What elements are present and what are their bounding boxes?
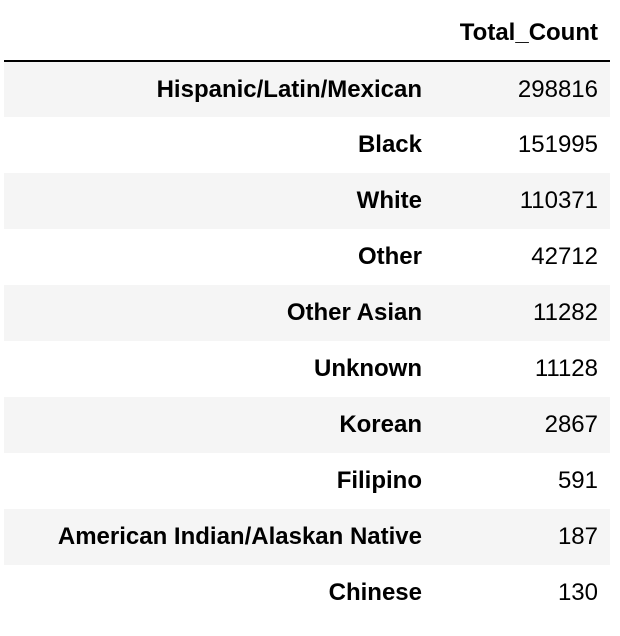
index-header	[4, 5, 424, 62]
table-body: Hispanic/Latin/Mexican 298816 Black 1519…	[4, 61, 610, 621]
table-row: Black 151995	[4, 117, 610, 173]
row-value: 110371	[519, 187, 598, 214]
table-row: Korean 2867	[4, 397, 610, 453]
row-value: 130	[557, 579, 598, 606]
table-row: Hispanic/Latin/Mexican 298816	[4, 61, 610, 117]
table-row: American Indian/Alaskan Native 187	[4, 509, 610, 565]
row-label: Filipino	[336, 467, 422, 494]
header-row: Total_Count	[4, 5, 610, 62]
table-row: Other 42712	[4, 229, 610, 285]
row-value: 2867	[544, 411, 598, 438]
row-label: Korean	[339, 411, 422, 438]
row-value: 11282	[533, 299, 598, 326]
row-label: White	[356, 187, 422, 214]
row-label: Other	[357, 243, 422, 270]
row-value: 591	[557, 467, 598, 494]
table-row: Filipino 591	[4, 453, 610, 509]
column-header-total-count: Total_Count	[424, 5, 610, 62]
row-label: Hispanic/Latin/Mexican	[156, 75, 422, 103]
row-value: 151995	[517, 131, 598, 158]
table-row: White 110371	[4, 173, 610, 229]
row-value: 298816	[517, 75, 598, 103]
row-label: Unknown	[314, 355, 422, 382]
row-label: Chinese	[328, 579, 422, 606]
table-row: Chinese 130	[4, 565, 610, 621]
table-row: Unknown 11128	[4, 341, 610, 397]
data-table: Total_Count Hispanic/Latin/Mexican 29881…	[4, 5, 610, 621]
row-label: Other Asian	[286, 299, 422, 326]
table-header: Total_Count	[4, 5, 610, 62]
row-label: Black	[357, 131, 422, 158]
row-label: American Indian/Alaskan Native	[57, 523, 422, 550]
table-row: Other Asian 11282	[4, 285, 610, 341]
row-value: 11128	[534, 355, 598, 382]
row-value: 187	[557, 523, 598, 550]
row-value: 42712	[531, 243, 598, 270]
